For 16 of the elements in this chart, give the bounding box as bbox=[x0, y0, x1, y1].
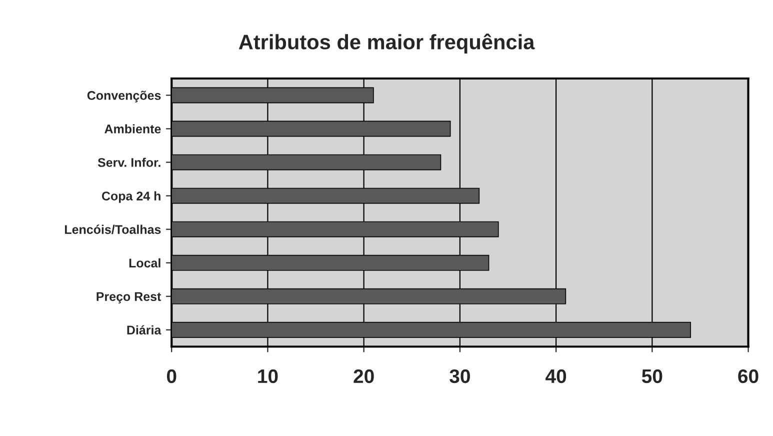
y-tick-label: Serv. Infor. bbox=[98, 158, 160, 167]
x-tick-label: 50 bbox=[642, 369, 662, 384]
y-tick-label: Preço Rest bbox=[96, 292, 162, 304]
x-tick-label: 40 bbox=[546, 369, 566, 384]
y-tick-label: Lencóis/Toalhas bbox=[65, 224, 161, 234]
y-tick-label: Convenções bbox=[87, 90, 161, 102]
y-tick-label: Ambiente bbox=[104, 124, 161, 134]
y-tick-label: Diária bbox=[127, 325, 162, 335]
x-tick-label: 0 bbox=[166, 369, 176, 384]
y-tick-label: Copa 24 h bbox=[102, 191, 160, 203]
x-tick-label: 10 bbox=[258, 369, 278, 384]
x-tick-label: 30 bbox=[450, 369, 470, 384]
x-tick-label: 20 bbox=[354, 369, 374, 384]
y-tick-label: Local bbox=[129, 258, 160, 268]
x-tick-label: 60 bbox=[738, 369, 758, 384]
chart-title: Atributos de maior frequência bbox=[238, 34, 535, 54]
